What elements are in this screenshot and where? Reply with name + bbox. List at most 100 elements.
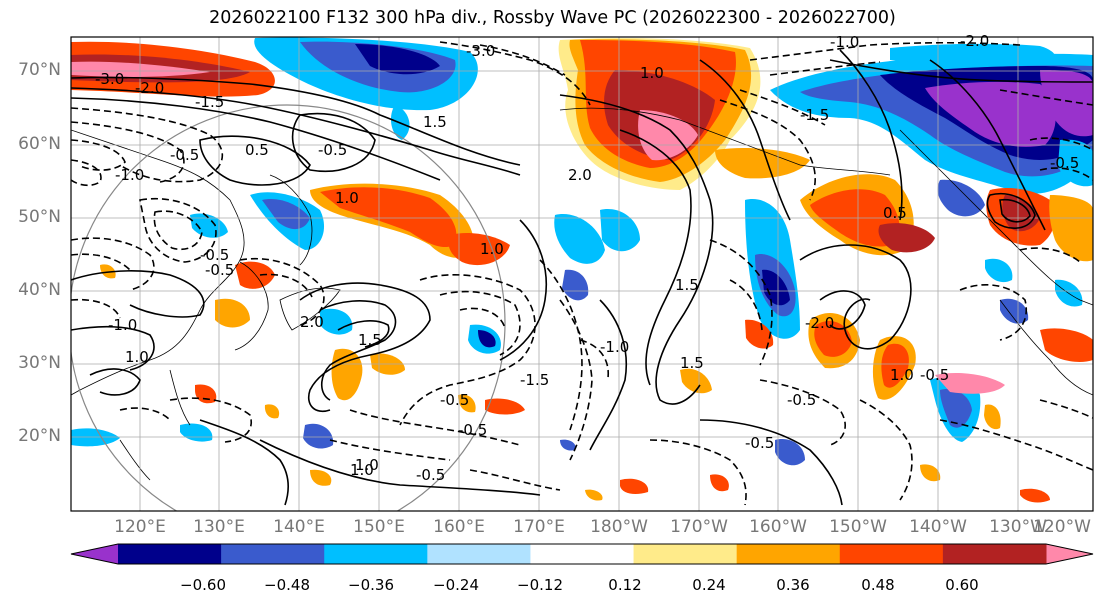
contour-label: 1.0 (125, 348, 149, 366)
contour-label: -0.5 (416, 466, 445, 484)
lon-label: 160°E (433, 517, 485, 537)
contour-line (469, 469, 561, 491)
contour-line (799, 244, 912, 350)
contour-line (1019, 247, 1081, 263)
lon-label: 120°W (1033, 517, 1091, 537)
lon-label: 130°W (989, 517, 1047, 537)
colorbar-tick-label: 0.48 (861, 576, 895, 594)
fill-region (600, 209, 640, 252)
contour-line (479, 44, 566, 76)
contour-label: -1.0 (830, 33, 859, 51)
coastline (899, 129, 1093, 306)
pc-contours (71, 49, 1093, 506)
contour-label: 1.5 (358, 331, 382, 349)
colorbar-tick-label: −0.48 (264, 576, 310, 594)
lon-label: 140°W (909, 517, 967, 537)
lon-label: 180°W (590, 517, 648, 537)
contour-line (199, 419, 290, 506)
contour-line (649, 439, 747, 506)
map-border (70, 36, 1094, 512)
colorbar-segment (221, 544, 325, 564)
contour-line (559, 94, 714, 405)
fill-region (320, 308, 353, 335)
contour-line (71, 270, 205, 318)
coastline (234, 261, 269, 351)
contour-label: 1.0 (890, 366, 914, 384)
fill-region (762, 269, 790, 306)
contour-line (699, 59, 791, 221)
contour-line (709, 239, 773, 366)
coastline (169, 369, 191, 426)
contour-line (749, 41, 1021, 61)
contour-line (499, 219, 548, 361)
contour-line (119, 407, 171, 421)
fill-region (235, 261, 275, 289)
contour-line (399, 274, 536, 426)
map-title: 2026022100 F132 300 hPa div., Rossby Wav… (209, 8, 896, 28)
contour-line (929, 59, 1046, 231)
graticule (71, 37, 1093, 511)
contour-line (239, 257, 325, 326)
colorbar-segment (118, 544, 222, 564)
contour-label: 1.0 (640, 64, 664, 82)
colorbar (70, 543, 1094, 565)
fill-region (814, 321, 852, 357)
lat-label: 20°N (18, 426, 61, 446)
colorbar-outline (70, 543, 1094, 565)
contour-line (337, 320, 390, 348)
fill-region (878, 223, 935, 253)
contour-label: 1.5 (680, 354, 704, 372)
fill-region (620, 478, 649, 494)
fill-region (710, 474, 729, 492)
contour-label: -0.5 (318, 141, 347, 159)
contour-line (439, 290, 521, 356)
contour-label: -0.5 (170, 146, 199, 164)
colorbar-tick-label: −0.36 (348, 576, 394, 594)
fill-region (562, 269, 589, 301)
contour-label: 0.5 (883, 204, 907, 222)
contour-line (71, 253, 131, 271)
contour-line (89, 368, 141, 396)
colorbar-tick-label: 0.24 (692, 576, 726, 594)
contour-line (139, 197, 217, 263)
contour-line (859, 399, 913, 501)
contour-line (71, 97, 441, 181)
contour-line (759, 379, 846, 446)
fill-region (320, 187, 457, 248)
contour-label: -2.0 (805, 314, 834, 332)
fill-region (984, 404, 1001, 430)
contour-line (986, 193, 1036, 229)
contour-label: 1.0 (480, 240, 504, 258)
fill-region (262, 199, 310, 230)
contour-label: -1.0 (600, 338, 629, 356)
lat-label: 70°N (18, 60, 61, 80)
fill-region (1040, 328, 1093, 362)
fill-region (585, 489, 603, 501)
contour-label: -2.0 (960, 32, 989, 50)
contour-line (329, 439, 451, 461)
colorbar-tick-label: −0.12 (517, 576, 563, 594)
contour-line (939, 419, 1093, 471)
contour-label: -1.5 (195, 93, 224, 111)
contour-label: -0.5 (458, 421, 487, 439)
fill-region (478, 330, 496, 348)
contour-line (459, 307, 506, 329)
fill-region (355, 44, 440, 75)
lon-label: 140°E (273, 517, 325, 537)
fill-region (71, 61, 210, 77)
contour-label: 2.0 (300, 313, 324, 331)
lat-label: 30°N (18, 353, 61, 373)
colorbar-tick-label: 0.12 (608, 576, 642, 594)
contour-line (71, 107, 224, 183)
contour-label: -1.0 (108, 316, 137, 334)
fill-region (190, 213, 228, 238)
contour-line (169, 397, 252, 443)
fill-region (195, 384, 217, 404)
region-circle (71, 104, 506, 511)
fill-region (554, 214, 605, 264)
fill-region (264, 404, 280, 419)
contour-label: -0.5 (787, 391, 816, 409)
fill-region (458, 394, 476, 413)
contour-line (1029, 137, 1093, 151)
contour-line (71, 139, 126, 171)
